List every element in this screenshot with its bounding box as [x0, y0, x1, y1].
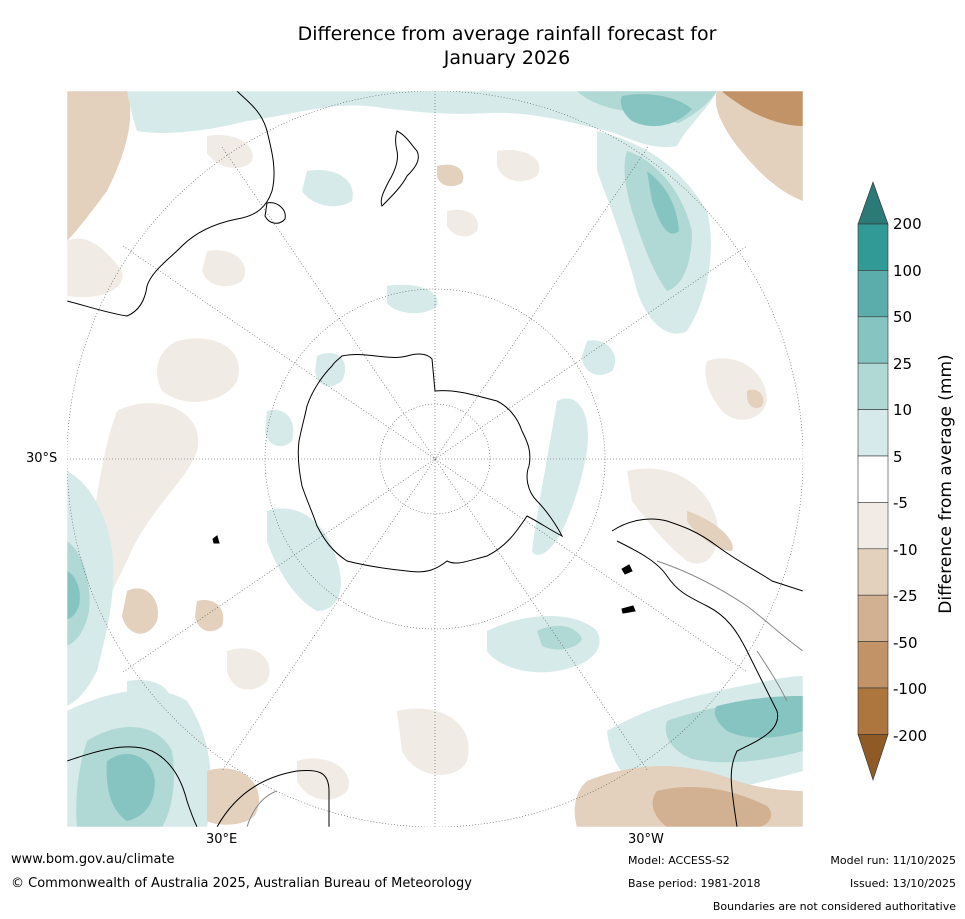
lon-label-30e: 30°E — [206, 832, 238, 847]
cb-seg-m50-m25 — [857, 594, 889, 642]
anomaly-contours — [67, 91, 803, 827]
wet-region-sw — [67, 471, 114, 706]
antarctica-outline — [297, 353, 564, 573]
cb-label-m10: -10 — [893, 541, 918, 559]
cb-seg-10-25 — [857, 362, 889, 410]
falklands — [621, 564, 633, 575]
rainfall-map — [67, 91, 803, 827]
graticule — [67, 91, 803, 827]
cb-seg-5-10 — [857, 409, 889, 457]
cb-label-25: 25 — [893, 355, 913, 373]
wet-band-north — [127, 91, 717, 148]
island-kerguelen — [212, 535, 220, 544]
tasmania-outline — [264, 202, 286, 224]
dry-region-nw — [67, 91, 131, 241]
new-zealand-outline — [380, 130, 419, 207]
cb-label-200: 200 — [893, 215, 922, 233]
copyright-text: © Commonwealth of Australia 2025, Austra… — [11, 876, 472, 891]
colorbar-under-triangle — [857, 734, 889, 781]
colorbar — [857, 181, 889, 781]
island-south-georgia — [621, 605, 636, 614]
cb-seg-m200-m100 — [857, 687, 889, 735]
cb-label-m50: -50 — [893, 634, 918, 652]
cb-seg-m100-m50 — [857, 641, 889, 689]
cb-seg-m5-5 — [857, 455, 889, 503]
website-link[interactable]: www.bom.gov.au/climate — [11, 852, 175, 867]
cb-label-m5: -5 — [893, 494, 908, 512]
cb-label-m25: -25 — [893, 587, 918, 605]
issued-text: Issued: 13/10/2025 — [849, 877, 956, 890]
cb-seg-m25-m10 — [857, 548, 889, 596]
title-line-2: January 2026 — [443, 47, 571, 69]
cb-seg-50-100 — [857, 270, 889, 318]
cb-label-m100: -100 — [893, 680, 928, 698]
colorbar-title: Difference from average (mm) — [936, 354, 956, 614]
cb-seg-25-50 — [857, 316, 889, 364]
cb-label-m200: -200 — [893, 727, 928, 745]
africa-outline — [67, 746, 198, 827]
cb-label-5: 5 — [893, 448, 903, 466]
model-run-text: Model run: 11/10/2025 — [830, 854, 956, 867]
australia-outline — [67, 91, 275, 317]
south-america-outline — [611, 518, 803, 592]
cb-label-10: 10 — [893, 401, 913, 419]
colorbar-segments — [857, 223, 889, 735]
disclaimer-text: Boundaries are not considered authoritat… — [712, 900, 956, 913]
cb-seg-100-200 — [857, 223, 889, 271]
lat-label-30s: 30°S — [26, 451, 58, 466]
dry-patches-west — [157, 338, 239, 402]
model-text: Model: ACCESS-S2 — [628, 854, 730, 867]
coastlines — [67, 91, 803, 827]
cb-label-50: 50 — [893, 308, 913, 326]
cb-seg-m10-m5 — [857, 502, 889, 550]
base-period-text: Base period: 1981-2018 — [628, 877, 761, 890]
title-line-1: Difference from average rainfall forecas… — [297, 23, 717, 45]
cb-label-100: 100 — [893, 262, 922, 280]
lon-label-30w: 30°W — [628, 832, 664, 847]
colorbar-over-triangle — [857, 181, 889, 225]
